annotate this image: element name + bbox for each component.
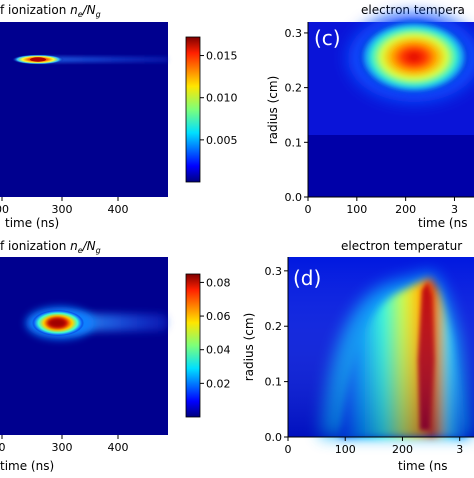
panel-c-xlabel: time (ns bbox=[418, 216, 467, 230]
panel-d-title: electron temperatur bbox=[341, 239, 462, 253]
panel-ionization-bottom: f ionization ne/Ng 0 300 400 time (ns) 0.0… bbox=[0, 239, 231, 473]
panel-c-y-axis: 0.0 0.1 0.2 0.3 bbox=[285, 22, 309, 204]
panel-d-ylabel: radius (cm) bbox=[242, 313, 256, 382]
panel-a-colorbar: 0.015 0.010 0.005 bbox=[186, 37, 238, 182]
panel-c-x-tick-label: 3 bbox=[451, 203, 458, 216]
panel-d-y-axis: 0.0 0.1 0.2 0.3 bbox=[265, 257, 289, 444]
panel-e-colorbar-tick-label: 0.04 bbox=[206, 344, 231, 357]
panel-a-colorbar-fill bbox=[186, 37, 200, 182]
panel-d-xlabel: time (ns bbox=[398, 459, 447, 473]
panel-a-x-tick-label: 00 bbox=[0, 203, 9, 216]
panel-ionization-top: f ionization ne/Ng 00 300 400 time (ns) 0.… bbox=[0, 3, 238, 230]
panel-e-title: f ionization ne/Ng bbox=[0, 239, 101, 255]
panel-d-x-tick-label: 0 bbox=[285, 443, 292, 456]
panel-e-colorbar: 0.08 0.06 0.04 0.02 bbox=[186, 274, 231, 417]
panel-c-label: (c) bbox=[314, 26, 341, 50]
panel-a-background bbox=[0, 22, 168, 197]
panel-d-x-tick-label: 200 bbox=[392, 443, 413, 456]
panel-a-hotspot-core bbox=[30, 57, 46, 61]
panel-d-x-axis: 0 100 200 3 bbox=[285, 437, 474, 456]
panel-a-x-tick-label: 400 bbox=[108, 203, 129, 216]
panel-a-x-tick-label: 300 bbox=[52, 203, 73, 216]
panel-d-x-tick-label: 3 bbox=[456, 443, 463, 456]
panel-e-xlabel: time (ns) bbox=[0, 459, 54, 473]
panel-e-hotspot-core bbox=[47, 318, 67, 328]
panel-a-colorbar-tick-label: 0.005 bbox=[206, 134, 238, 147]
panel-c-x-axis: 0 100 200 3 bbox=[305, 197, 474, 216]
panel-a-colorbar-tick-label: 0.010 bbox=[206, 92, 238, 105]
panel-c-y-tick-label: 0.1 bbox=[285, 136, 303, 149]
panel-e-colorbar-tick-label: 0.06 bbox=[206, 310, 231, 323]
panel-c-y-tick-label: 0.2 bbox=[285, 82, 303, 95]
panel-e-colorbar-tick-label: 0.08 bbox=[206, 276, 231, 289]
panel-a-colorbar-tick-label: 0.015 bbox=[206, 50, 238, 63]
panel-a-x-axis: 00 300 400 bbox=[0, 197, 129, 216]
panel-d-y-tick-label: 0.2 bbox=[265, 320, 283, 333]
panel-c-x-tick-label: 0 bbox=[305, 203, 312, 216]
panel-d-x-tick-label: 100 bbox=[335, 443, 356, 456]
panel-c-y-tick-label: 0.3 bbox=[285, 27, 303, 40]
panel-e-plot bbox=[0, 257, 168, 435]
panel-c-x-tick-label: 200 bbox=[395, 203, 416, 216]
panel-d-label: (d) bbox=[293, 266, 321, 290]
panel-a-plot bbox=[0, 22, 168, 197]
panel-c-ylabel: radius (cm) bbox=[266, 76, 280, 145]
panel-d-y-tick-label: 0.1 bbox=[265, 376, 283, 389]
panel-e-background bbox=[0, 257, 168, 435]
panel-a-xlabel: time (ns) bbox=[5, 216, 59, 230]
panel-a-title: f ionization ne/Ng bbox=[0, 3, 101, 19]
panel-e-x-tick-label: 0 bbox=[0, 441, 6, 454]
panel-e-colorbar-fill bbox=[186, 274, 200, 417]
panel-d-y-tick-label: 0.0 bbox=[265, 431, 283, 444]
panel-e-x-tick-label: 400 bbox=[108, 441, 129, 454]
panel-e-colorbar-tick-label: 0.02 bbox=[206, 377, 231, 390]
panel-c-hotspot bbox=[360, 21, 468, 93]
panel-d-y-tick-label: 0.3 bbox=[265, 265, 283, 278]
panel-e-x-axis: 0 300 400 bbox=[0, 435, 129, 454]
panel-e-x-tick-label: 300 bbox=[52, 441, 73, 454]
panel-c-x-tick-label: 100 bbox=[346, 203, 367, 216]
panel-c-y-tick-label: 0.0 bbox=[285, 191, 303, 204]
